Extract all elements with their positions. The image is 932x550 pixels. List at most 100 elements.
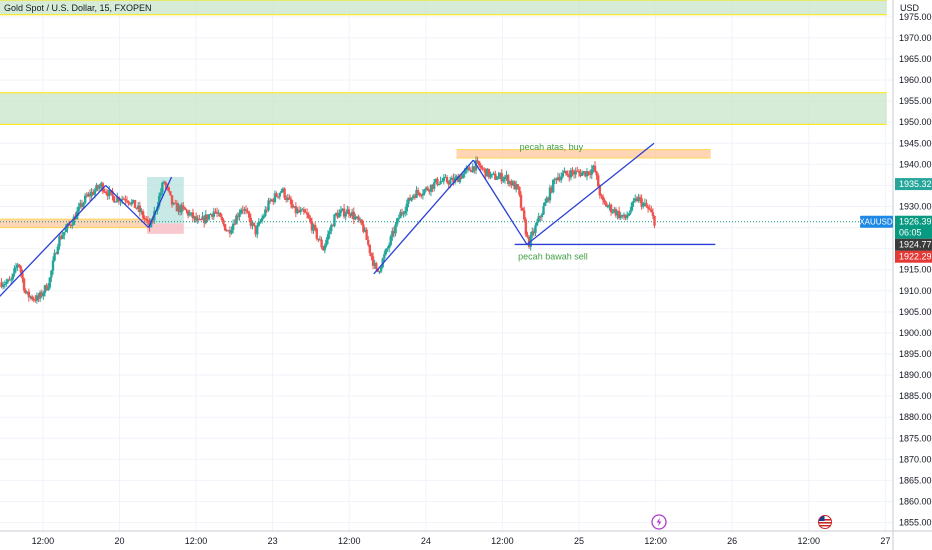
candle-body — [640, 198, 643, 207]
current-price-bg — [895, 215, 932, 239]
annotation-label: pecah bawah sell — [518, 252, 588, 262]
candle-body — [601, 196, 605, 201]
candle-body — [347, 209, 351, 215]
candle-body — [170, 195, 174, 205]
candle-body — [561, 172, 565, 177]
candle-body — [481, 168, 484, 170]
candle-body — [230, 229, 233, 234]
candle-body — [407, 197, 410, 204]
candle-body — [606, 206, 610, 208]
annotation-label: pecah atas, buy — [520, 142, 584, 152]
candle-body — [185, 209, 188, 211]
candle-body — [642, 203, 645, 207]
time-tick: 24 — [421, 536, 431, 546]
candle-body — [157, 195, 161, 207]
candle-body — [514, 184, 518, 190]
candle-body — [317, 238, 320, 240]
candle-body — [104, 191, 108, 194]
candle-body — [632, 200, 635, 203]
candle-body — [83, 195, 87, 203]
candle-body — [653, 215, 656, 226]
candle-body — [148, 220, 151, 228]
candle-body — [648, 208, 651, 210]
trendline[interactable] — [472, 159, 528, 245]
candle-body — [198, 218, 201, 220]
candle-body — [140, 211, 143, 213]
candle-body — [71, 224, 74, 226]
grid — [0, 0, 893, 531]
candle-body — [519, 194, 523, 208]
time-axis[interactable]: 12:00 20 12:00 23 12:00 24 12:00 25 12:00 26 12:00… — [32, 536, 891, 546]
price-tick: 1885.00 — [899, 391, 932, 401]
candle-body — [289, 199, 293, 205]
candle-body — [412, 195, 415, 198]
time-tick: 12:00 — [644, 536, 667, 546]
candle-body — [531, 231, 534, 236]
candle-body — [532, 231, 536, 233]
candle-body — [175, 203, 179, 212]
candle-body — [56, 246, 60, 254]
candle-body — [51, 260, 55, 271]
candle-body — [95, 185, 98, 191]
candle-body — [69, 224, 72, 226]
candle-body — [186, 210, 190, 216]
candle-body — [61, 235, 64, 239]
candle-body — [543, 202, 547, 207]
candle-body — [645, 203, 648, 207]
candle-body — [413, 195, 417, 198]
candle-body — [220, 216, 224, 220]
candle-body — [580, 172, 584, 176]
trendline[interactable] — [526, 142, 655, 245]
candle-body — [572, 172, 576, 175]
candle-body — [547, 197, 550, 201]
candle-body — [161, 182, 164, 193]
time-tick: 12:00 — [491, 536, 514, 546]
candle-body — [362, 224, 365, 232]
trendline[interactable] — [147, 176, 173, 228]
price-label-value: 1935.32 — [899, 179, 932, 189]
trendline[interactable] — [373, 159, 474, 275]
candle-body — [302, 209, 306, 212]
candle-body — [85, 195, 88, 197]
candle-body — [55, 252, 58, 254]
candle-body — [621, 214, 624, 217]
price-tick: 1860.00 — [899, 497, 932, 507]
candle-body — [614, 209, 618, 216]
candle-body — [441, 181, 444, 183]
candle-body — [634, 198, 637, 201]
candle-body — [125, 200, 129, 202]
trendline[interactable] — [105, 184, 150, 229]
candle-body — [286, 197, 290, 200]
price-tick: 1940.00 — [899, 159, 932, 169]
candle-body — [111, 191, 114, 197]
candle-body — [328, 231, 331, 235]
trendline[interactable] — [0, 184, 107, 299]
candle-body — [375, 263, 378, 269]
candle-body — [204, 214, 207, 224]
candle-body — [391, 230, 394, 237]
candle-body — [434, 178, 437, 183]
candle-body — [495, 178, 499, 180]
candle-body — [537, 216, 540, 222]
candle-body — [643, 203, 647, 205]
candle-body — [190, 212, 193, 214]
candle-body — [331, 225, 335, 227]
candle-body — [442, 177, 446, 182]
candle-body — [106, 193, 109, 197]
price-tick: 1915.00 — [899, 265, 932, 275]
candle-body — [500, 173, 503, 182]
candle-body — [400, 212, 404, 214]
lightning-icon[interactable] — [651, 514, 667, 530]
trendlines-layer[interactable] — [0, 142, 716, 299]
candle-body — [193, 216, 196, 219]
candle-body — [214, 211, 217, 213]
candle-body — [304, 211, 307, 213]
us-flag-icon[interactable] — [818, 515, 832, 529]
candle-body — [344, 213, 347, 217]
candle-body — [238, 213, 241, 217]
candle-body — [560, 176, 563, 181]
candle-body — [497, 176, 500, 179]
price-tick: 1890.00 — [899, 370, 932, 380]
candle-body — [119, 200, 122, 202]
